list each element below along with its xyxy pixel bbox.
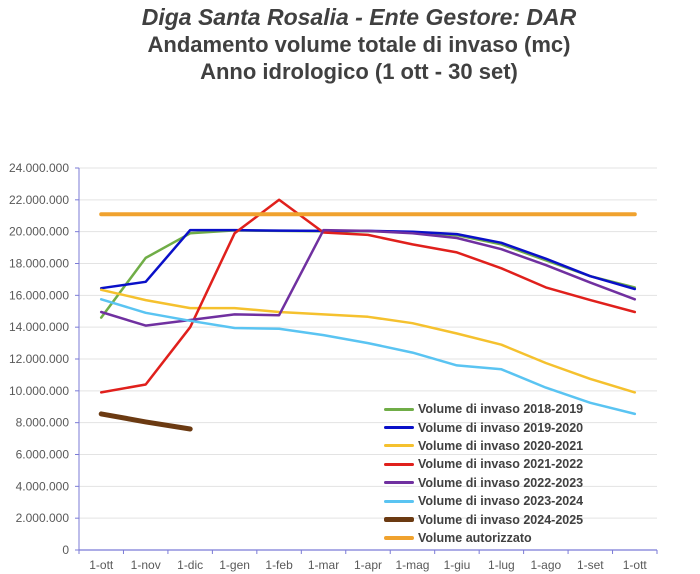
legend-item: Volume di invaso 2023-2024 xyxy=(384,492,583,510)
legend-swatch-icon xyxy=(384,444,414,448)
series-line xyxy=(99,288,637,394)
legend-swatch-icon xyxy=(384,517,414,523)
y-tick-label: 20.000.000 xyxy=(9,225,69,239)
x-tick-label: 1-giu xyxy=(444,558,471,572)
y-tick-label: 10.000.000 xyxy=(9,384,69,398)
legend-label: Volume di invaso 2021-2022 xyxy=(418,457,584,472)
series-line xyxy=(99,198,637,394)
chart-title-year: Anno idrologico (1 ott - 30 set) xyxy=(200,59,518,84)
x-tick-label: 1-ago xyxy=(530,558,561,572)
x-tick-label: 1-gen xyxy=(219,558,250,572)
series-line xyxy=(99,228,637,327)
legend-label: Volume di invaso 2019-2020 xyxy=(418,420,584,435)
legend-label: Volume di invaso 2024-2025 xyxy=(418,512,584,527)
legend-swatch-icon xyxy=(384,426,414,430)
legend-label: Volume autorizzato xyxy=(418,530,532,545)
legend-item: Volume autorizzato xyxy=(384,529,583,547)
y-tick-label: 12.000.000 xyxy=(9,352,69,366)
series-line xyxy=(99,298,637,416)
legend-swatch-icon xyxy=(384,481,414,485)
legend-swatch-icon xyxy=(384,499,414,503)
chart-title-dam: Diga Santa Rosalia - Ente Gestore: DAR xyxy=(141,4,577,30)
legend-swatch-icon xyxy=(384,407,414,411)
x-tick-label: 1-apr xyxy=(354,558,382,572)
y-axis: 0 2.000.000 4.000.000 6.000.000 8.000.000 10.… xyxy=(9,161,80,557)
y-tick-label: 14.000.000 xyxy=(9,320,69,334)
x-tick-label: 1-nov xyxy=(131,558,161,572)
x-tick-label: 1-lug xyxy=(488,558,515,572)
legend-item: Volume di invaso 2024-2025 xyxy=(384,510,583,528)
legend-item: Volume di invaso 2019-2020 xyxy=(384,418,583,436)
legend-swatch-icon xyxy=(384,462,414,466)
legend-swatch-icon xyxy=(384,535,414,540)
y-tick-label: 16.000.000 xyxy=(9,288,69,302)
legend-item: Volume di invaso 2020-2021 xyxy=(384,437,583,455)
gridlines xyxy=(79,167,657,519)
x-axis: 1-ott 1-nov 1-dic 1-gen 1-feb 1-mar 1-apr 1-mag… xyxy=(78,549,658,572)
y-tick-label: 4.000.000 xyxy=(16,479,70,493)
legend-label: Volume di invaso 2022-2023 xyxy=(418,475,584,490)
x-tick-label: 1-mag xyxy=(395,558,429,572)
x-tick-label: 1-feb xyxy=(265,558,293,572)
series-line xyxy=(98,411,193,432)
x-tick-label: 1-mar xyxy=(308,558,339,572)
y-tick-label: 6.000.000 xyxy=(16,448,70,462)
series-line xyxy=(99,229,637,319)
y-tick-label: 2.000.000 xyxy=(16,511,70,525)
legend-item: Volume di invaso 2018-2019 xyxy=(384,400,583,418)
legend-item: Volume di invaso 2022-2023 xyxy=(384,474,583,492)
legend-label: Volume di invaso 2018-2019 xyxy=(418,402,584,417)
y-tick-label: 0 xyxy=(62,543,69,557)
x-tick-label: 1-set xyxy=(577,558,604,572)
y-tick-label: 22.000.000 xyxy=(9,193,69,207)
series-line xyxy=(99,228,637,291)
x-tick-label: 1-ott xyxy=(623,558,648,572)
legend-item: Volume di invaso 2021-2022 xyxy=(384,455,583,473)
series-lines xyxy=(98,198,637,432)
y-tick-label: 18.000.000 xyxy=(9,257,69,271)
legend-label: Volume di invaso 2023-2024 xyxy=(418,494,584,509)
y-tick-label: 24.000.000 xyxy=(9,161,69,175)
x-tick-label: 1-ott xyxy=(89,558,114,572)
legend-label: Volume di invaso 2020-2021 xyxy=(418,438,584,453)
chart-legend: Volume di invaso 2018-2019 Volume di inva… xyxy=(384,400,583,547)
x-tick-label: 1-dic xyxy=(177,558,203,572)
chart-title-volume: Andamento volume totale di invaso (mc) xyxy=(147,32,571,57)
y-tick-label: 8.000.000 xyxy=(16,416,70,430)
chart-titles: Diga Santa Rosalia - Ente Gestore: DAR A… xyxy=(0,4,700,85)
